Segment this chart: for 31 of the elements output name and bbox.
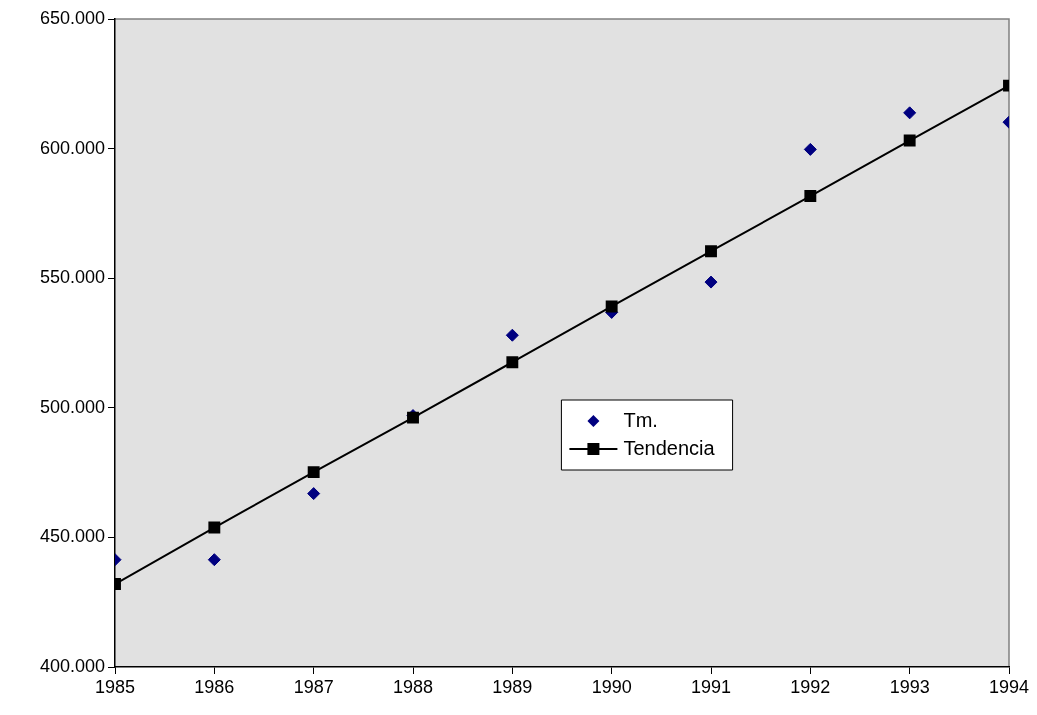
point [505,328,519,342]
point [307,487,321,501]
point [803,142,817,156]
legend-label: Tm. [623,408,658,431]
x-tick-label: 1989 [492,676,533,697]
x-tick-label: 1985 [94,676,136,697]
x-tick-label: 1988 [392,676,434,697]
x-tick-label: 1986 [194,676,235,697]
point [903,106,917,120]
x-tick-label: 1994 [988,676,1030,697]
point [208,521,221,534]
y-tick-label: 400.000 [39,655,105,676]
y-tick-label: 550.000 [39,267,105,288]
point [705,245,717,258]
y-tick-label: 500.000 [39,396,105,417]
y-tick-label: 450.000 [39,526,105,547]
x-tick-label: 1990 [591,676,632,697]
legend-label: Tendencia [623,436,716,459]
x-tick-label: 1993 [889,676,930,697]
point [307,466,320,479]
x-tick-label: 1992 [790,676,831,697]
point [506,356,519,369]
y-tick-label: 650.000 [39,7,105,28]
point [207,553,221,567]
point [903,134,916,147]
x-tick-label: 1987 [293,676,334,697]
y-tick-label: 600.000 [39,137,105,158]
point [804,190,817,202]
x-tick-label: 1991 [690,676,732,697]
point [605,300,618,313]
point [704,275,718,289]
